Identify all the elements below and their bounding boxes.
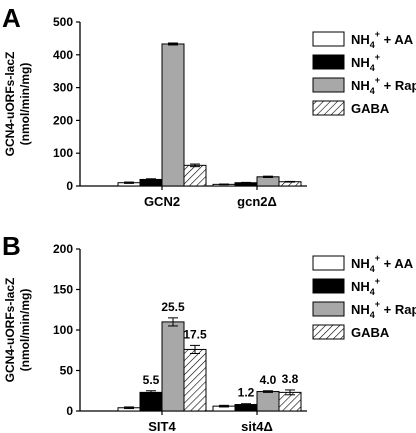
legend-swatch: [312, 278, 345, 294]
y-tick-label: 200: [53, 242, 73, 256]
panel-letter: A: [2, 3, 21, 33]
legend-label: NH4+: [351, 52, 380, 73]
legend-item: NH4+ + Rap: [312, 299, 416, 320]
bar: [256, 176, 280, 187]
y-axis-label: GCN4-uORFs-lacZ: [3, 52, 17, 157]
y-tick-label: 100: [53, 146, 73, 160]
y-tick-label: 200: [53, 113, 73, 127]
data-label: 1.2: [238, 386, 255, 400]
legend-swatch: [312, 54, 345, 70]
panel-b: B 0 50 100 150 200 GCN4-uORFs-lacZ (nmol/min/mg…: [2, 231, 416, 433]
y-tick-label: 400: [53, 48, 73, 62]
legend-label: NH4+ + Rap: [351, 75, 416, 96]
legend-item: GABA: [312, 324, 390, 340]
data-label: 3.8: [282, 372, 299, 386]
bar: [139, 391, 163, 412]
y-axis-label-units: (nmol/min/mg): [18, 289, 32, 372]
legend-label: NH4+ + Rap: [351, 299, 416, 320]
y-tick-label: 500: [53, 15, 73, 29]
legend-swatch: [312, 77, 345, 93]
legend-swatch: [312, 31, 345, 47]
legend-label: NH4+ + AA: [351, 253, 414, 274]
legend-label: GABA: [351, 101, 390, 116]
data-label: 5.5: [143, 373, 160, 387]
legend-swatch: [312, 255, 345, 271]
bar: [256, 391, 280, 412]
y-tick-label: 0: [66, 404, 73, 418]
legend-label: NH4+: [351, 276, 380, 297]
legend-label: NH4+ + AA: [351, 29, 414, 50]
legend-item: NH4+ + AA: [312, 29, 414, 50]
bar: [161, 43, 185, 187]
bar: [183, 348, 207, 412]
x-tick-label: GCN2: [144, 194, 180, 209]
y-tick-label: 50: [60, 364, 74, 378]
bar: [183, 164, 207, 187]
y-tick-label: 300: [53, 81, 73, 95]
y-axis-label-units: (nmol/min/mg): [18, 63, 32, 146]
panel-a: A 0 100 200 300 400 500 GCN4-uORFs-lacZ (nmol/mi…: [2, 3, 416, 209]
data-label: 4.0: [260, 373, 277, 387]
panel-letter: B: [2, 231, 21, 261]
legend-item: GABA: [312, 100, 390, 116]
legend-swatch: [312, 100, 345, 116]
legend-swatch: [312, 324, 345, 340]
y-tick-label: 100: [53, 323, 73, 337]
data-label: 25.5: [161, 300, 185, 314]
y-tick-label: 150: [53, 283, 73, 297]
x-tick-label: sit4Δ: [241, 419, 273, 433]
data-label: 17.5: [183, 327, 207, 341]
legend-label: GABA: [351, 325, 390, 340]
y-axis-label: GCN4-uORFs-lacZ: [3, 278, 17, 383]
x-tick-label: gcn2Δ: [237, 194, 277, 209]
y-tick-label: 0: [66, 179, 73, 193]
legend-item: NH4+ + Rap: [312, 75, 416, 96]
x-tick-label: SIT4: [148, 419, 176, 433]
legend-item: NH4+ + AA: [312, 253, 414, 274]
bar: [161, 321, 185, 412]
legend-item: NH4+: [312, 276, 380, 297]
legend-item: NH4+: [312, 52, 380, 73]
legend-swatch: [312, 301, 345, 317]
